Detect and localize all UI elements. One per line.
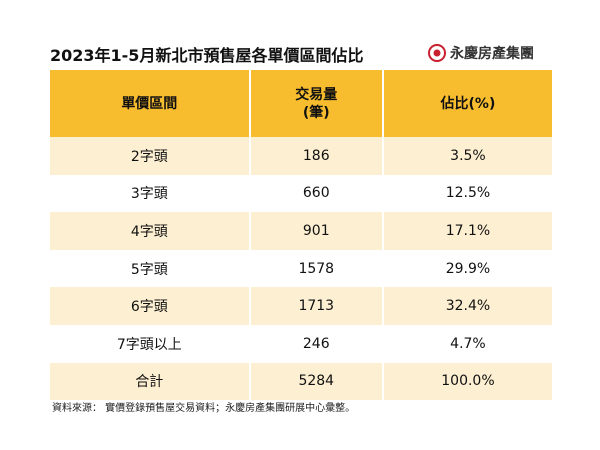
table-row: 合計 5284 100.0%: [50, 362, 552, 401]
table-cell: 4字頭: [50, 212, 250, 250]
table-cell: 100.0%: [381, 362, 552, 401]
table-row: 6字頭 1713 32.4%: [50, 287, 552, 325]
table-cell: 5284: [248, 362, 383, 401]
table-cell: 186: [248, 137, 383, 175]
table-cell: 32.4%: [381, 287, 552, 325]
column-header: 單價區間: [50, 70, 250, 137]
table-cell: 29.9%: [381, 249, 552, 288]
table-row: 7字頭以上 246 4.7%: [50, 324, 552, 363]
table-cell: 7字頭以上: [116, 336, 182, 353]
table-cell: 901: [248, 212, 383, 250]
table-cell: 5字頭: [130, 261, 168, 278]
table-row: 3字頭 660 12.5%: [50, 174, 552, 213]
table-row: 5字頭 1578 29.9%: [50, 249, 552, 288]
table-cell: 6字頭: [50, 287, 250, 325]
logo-icon: [428, 44, 446, 62]
table-cell: 1713: [248, 287, 383, 325]
table-cell: 660: [248, 174, 383, 213]
table-cell: 17.1%: [381, 212, 552, 250]
table-row: 4字頭 901 17.1%: [50, 212, 552, 250]
table-cell: 3.5%: [381, 137, 552, 175]
source-note: 資料來源： 實價登錄預售屋交易資料；永慶房產集團研展中心彙整。: [52, 403, 356, 414]
table-cell: 4.7%: [381, 324, 552, 363]
table-cell: 12.5%: [381, 174, 552, 213]
column-header: 交易量 (筆): [248, 70, 383, 137]
table-cell: 2字頭: [50, 137, 250, 175]
table-row: 2字頭 186 3.5%: [50, 137, 552, 175]
title: 2023年1-5月新北市預售屋各單價區間佔比: [50, 46, 364, 65]
logo-text: 永慶房產集團: [450, 46, 534, 62]
column-header: 佔比(%): [381, 70, 552, 137]
header-row: 單價區間 交易量 (筆) 佔比(%): [50, 70, 552, 137]
table-cell: 合計: [50, 362, 250, 401]
table: 單價區間 交易量 (筆) 佔比(%) 2字頭 186 3.5% 3字頭 660 12.5% 4字頭…: [50, 70, 552, 401]
table-cell: 3字頭: [130, 186, 168, 203]
table-cell: 1578: [248, 249, 383, 288]
table-cell: 246: [248, 324, 383, 363]
logo: 永慶房產集團: [428, 43, 534, 63]
